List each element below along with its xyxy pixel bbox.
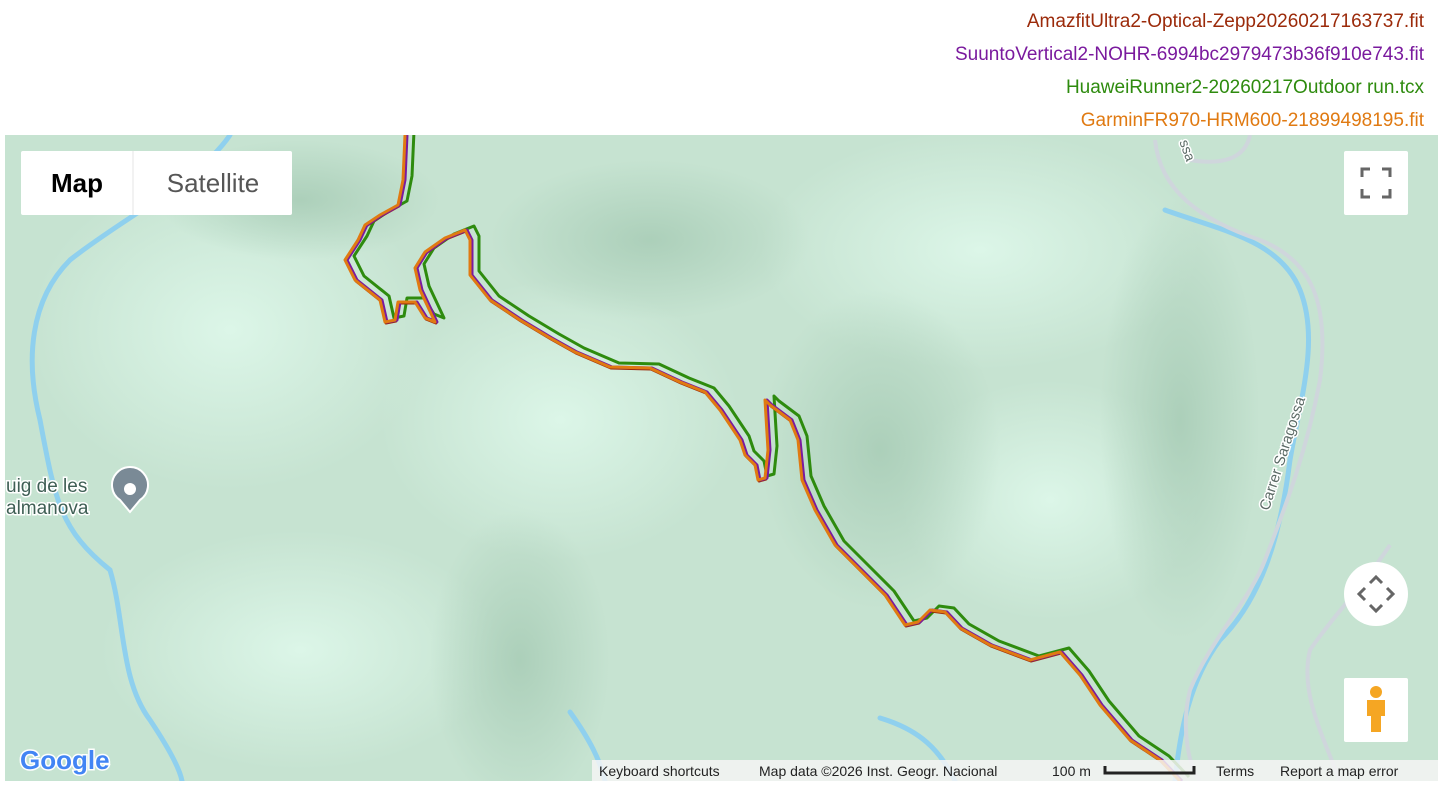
keyboard-shortcuts[interactable]: Keyboard shortcuts bbox=[599, 763, 720, 779]
terms-link[interactable]: Terms bbox=[1216, 763, 1254, 779]
pegman[interactable] bbox=[1344, 678, 1408, 742]
terrain bbox=[490, 160, 810, 320]
place-pin bbox=[111, 466, 149, 514]
legend-entry: HuaweiRunner2-20260217Outdoor run.tcx bbox=[1066, 77, 1425, 98]
map-data: Map data ©2026 Inst. Geogr. Nacional bbox=[759, 763, 997, 779]
fullscreen-button[interactable] bbox=[1344, 151, 1408, 215]
google-logo: Google bbox=[20, 745, 110, 775]
terrain bbox=[100, 530, 500, 770]
control-bg bbox=[21, 151, 292, 215]
legend-entry: SuuntoVertical2-NOHR-6994bc2979473b36f91… bbox=[955, 44, 1425, 65]
report-link[interactable]: Report a map error bbox=[1280, 763, 1399, 779]
scale-label: 100 m bbox=[1052, 763, 1091, 779]
legend-entry: GarminFR970-HRM600-21899498195.fit bbox=[1081, 110, 1425, 131]
attribution-bar bbox=[592, 760, 1438, 781]
place-label: uig de les bbox=[6, 476, 87, 497]
track bbox=[352, 135, 1191, 779]
map-button[interactable]: Map bbox=[51, 168, 103, 198]
legend-entry: AmazfitUltra2-Optical-Zepp20260217163737… bbox=[1027, 11, 1425, 32]
tracks bbox=[343, 135, 1191, 781]
place-label: almanova bbox=[6, 498, 89, 519]
terrain bbox=[760, 290, 1000, 610]
scale-bar bbox=[1103, 766, 1196, 775]
terrain bbox=[380, 280, 740, 560]
legend: AmazfitUltra2-Optical-Zepp20260217163737… bbox=[955, 11, 1425, 131]
camera-control[interactable] bbox=[1344, 562, 1408, 626]
track bbox=[343, 135, 1182, 781]
map-type-control: Map Satellite bbox=[21, 151, 292, 215]
map-canvas: Carrer Saragossa ssa uig de les almanova… bbox=[5, 135, 1438, 781]
satellite-button[interactable]: Satellite bbox=[167, 168, 260, 198]
terrain bbox=[1100, 200, 1260, 640]
terrain bbox=[430, 510, 610, 781]
